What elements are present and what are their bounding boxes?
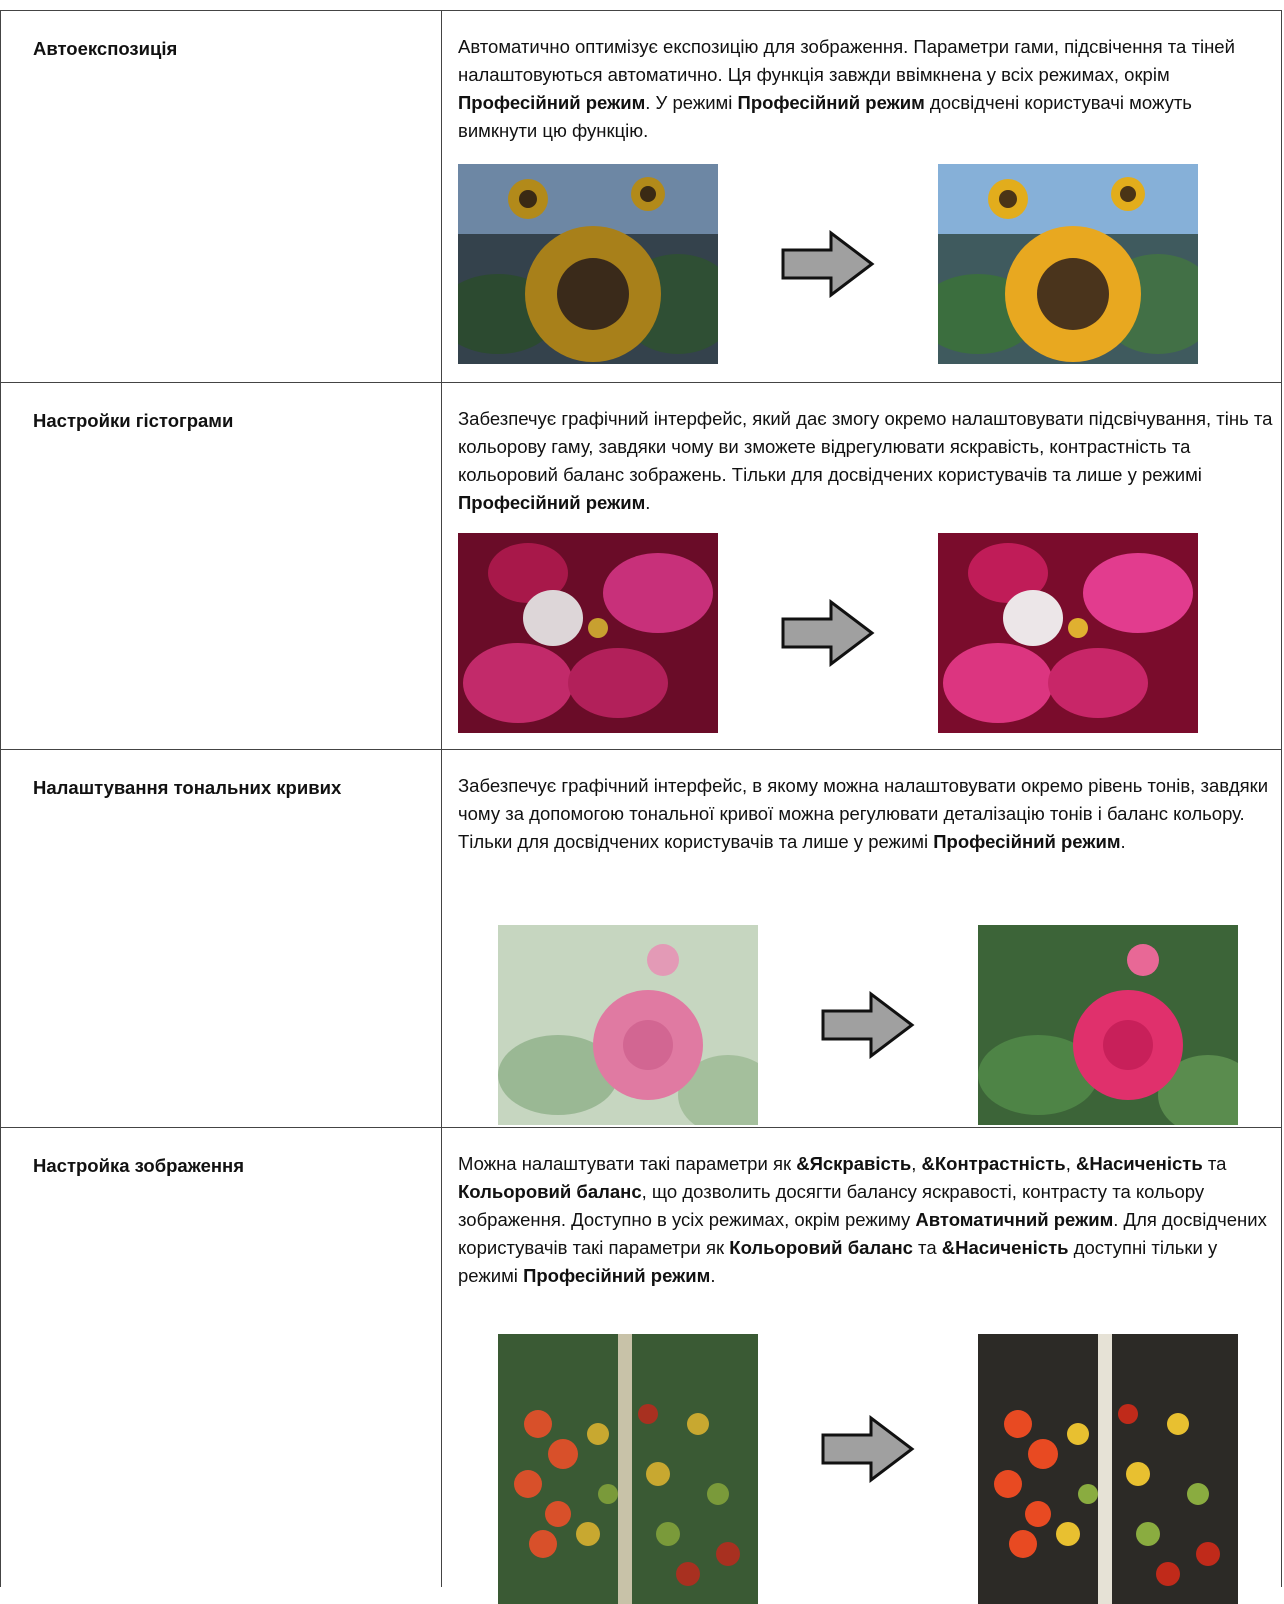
text: . У режимі: [645, 92, 738, 113]
text: та: [912, 1237, 942, 1258]
text: досвідчені користувачі можуть вимкнути ц…: [458, 92, 1192, 141]
text: доступні тільки у режимі: [458, 1237, 1218, 1286]
text: .: [645, 492, 651, 513]
text: , що дозволить досягти балансу яскравост…: [458, 1181, 1205, 1230]
table-row: Автоекспозиція Автоматично оптимізує експ…: [0, 10, 1282, 382]
text: . Для досвідчених користувачів такі пара…: [458, 1209, 1267, 1258]
row-description: Автоматично оптимізує експозицію для зоб…: [458, 33, 1273, 145]
column-divider: [441, 750, 442, 1127]
bold-text: &Насиченість: [1075, 1153, 1203, 1174]
table-row: Настройка зображення Можна налаштувати та…: [0, 1127, 1282, 1604]
bold-text: Професійний режим: [933, 831, 1121, 852]
bold-text: &Контрастність: [921, 1153, 1066, 1174]
text: Можна налаштувати такі параметри як: [458, 1153, 797, 1174]
text: .: [1120, 831, 1126, 852]
text: та: [1202, 1153, 1227, 1174]
row-name: Автоекспозиція: [33, 38, 178, 59]
bold-text: Професійний режим: [523, 1265, 711, 1286]
row-name: Настройка зображення: [33, 1155, 245, 1176]
image-after: [938, 533, 1198, 733]
bold-text: Кольоровий баланс: [458, 1181, 642, 1202]
bold-text: Кольоровий баланс: [729, 1237, 913, 1258]
table-row: Настройки гістограми Забезпечує графічний…: [0, 382, 1282, 749]
text: Забезпечує графічний інтерфейс, в якому …: [458, 775, 1269, 852]
bold-text: Професійний режим: [458, 92, 646, 113]
arrow: [781, 600, 874, 666]
image-after: [938, 164, 1198, 364]
bold-text: &Яскравість: [796, 1153, 912, 1174]
column-divider: [441, 1128, 442, 1587]
image-before: [458, 533, 718, 733]
text: .: [710, 1265, 716, 1286]
text: ,: [1065, 1153, 1076, 1174]
image-after: [978, 925, 1238, 1125]
bold-text: Автоматичний режим: [915, 1209, 1114, 1230]
row-name: Налаштування тональних кривих: [33, 777, 342, 798]
row-description: Можна налаштувати такі параметри як &Яск…: [458, 1150, 1273, 1290]
row-description: Забезпечує графічний інтерфейс, який дає…: [458, 405, 1273, 517]
image-before: [458, 164, 718, 364]
row-description: Забезпечує графічний інтерфейс, в якому …: [458, 772, 1273, 856]
page: Автоекспозиція Автоматично оптимізує експ…: [0, 10, 1282, 1604]
image-before: [498, 925, 758, 1125]
arrow: [781, 231, 874, 297]
text: ,: [911, 1153, 922, 1174]
arrow: [821, 992, 914, 1058]
image-after: [978, 1334, 1238, 1604]
bold-text: &Насиченість: [941, 1237, 1069, 1258]
column-divider: [441, 383, 442, 749]
image-before: [498, 1334, 758, 1604]
arrow: [821, 1416, 914, 1482]
column-divider: [441, 11, 442, 382]
text: Забезпечує графічний інтерфейс, який дає…: [458, 408, 1273, 485]
row-name: Настройки гістограми: [33, 410, 234, 431]
bold-text: Професійний режим: [737, 92, 925, 113]
text: Автоматично оптимізує експозицію для зоб…: [458, 36, 1235, 85]
table-row: Налаштування тональних кривих Забезпечує …: [0, 749, 1282, 1127]
bold-text: Професійний режим: [458, 492, 646, 513]
